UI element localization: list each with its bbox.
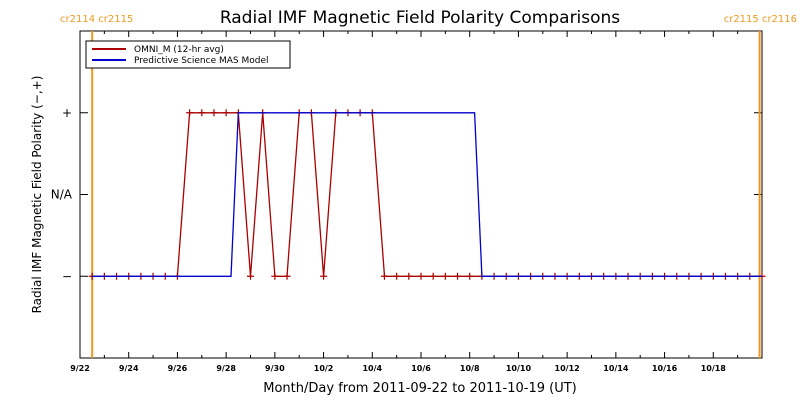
data-point	[320, 272, 328, 280]
series-omni	[88, 109, 766, 280]
data-point	[283, 272, 291, 280]
chart-title: Radial IMF Magnetic Field Polarity Compa…	[220, 8, 620, 28]
x-tick-label: 9/28	[216, 364, 236, 373]
legend-box	[85, 40, 291, 69]
data-point	[380, 272, 388, 280]
carrington-markers: cr2114 cr2115 cr2115 cr2116	[60, 14, 797, 358]
x-tick-label: 10/2	[314, 364, 334, 373]
y-axis-label: Radial IMF Magnetic Field Polarity (−,+)	[30, 76, 44, 314]
x-tick-label: 10/8	[460, 364, 480, 373]
x-tick-label: 10/4	[362, 364, 382, 373]
data-point	[441, 272, 449, 280]
data-point	[429, 272, 437, 280]
carrington-label: cr2115 cr2116	[724, 14, 797, 25]
legend: OMNI_M (12-hr avg)Predictive Science MAS…	[85, 40, 291, 69]
x-tick-label: 10/6	[411, 364, 431, 373]
data-point	[405, 272, 413, 280]
x-tick-label: 9/22	[70, 364, 90, 373]
legend-label: OMNI_M (12-hr avg)	[134, 45, 224, 55]
y-tick-label: +	[62, 106, 72, 120]
x-tick-label: 10/12	[555, 364, 580, 373]
x-tick-label: 9/26	[168, 364, 188, 373]
x-tick-label: 9/30	[265, 364, 285, 373]
data-point	[210, 109, 218, 117]
x-tick-label: 10/18	[701, 364, 727, 373]
y-tick-label: −	[62, 269, 72, 283]
data-point	[417, 272, 425, 280]
series-mas-model	[92, 112, 762, 277]
legend-label: Predictive Science MAS Model	[134, 56, 269, 66]
x-tick-label: 9/24	[119, 364, 139, 373]
carrington-label: cr2114 cr2115	[60, 14, 133, 25]
data-point	[198, 109, 206, 117]
data-point	[271, 272, 279, 280]
series-line	[92, 112, 762, 277]
series-layer	[88, 109, 766, 280]
y-tick-label: N/A	[51, 188, 73, 202]
data-point	[466, 272, 474, 280]
data-point	[454, 272, 462, 280]
y-axis-ticks: + N/A −	[51, 106, 762, 283]
x-axis-ticks: 9/22 9/24 9/26 9/28 9/30 10/2 10/4 10/6 10/8 10/1…	[70, 31, 763, 373]
data-point	[186, 109, 194, 117]
series-line	[92, 112, 762, 277]
data-point	[247, 272, 254, 280]
x-tick-label: 10/16	[652, 364, 678, 373]
data-point	[393, 272, 401, 280]
plot-frame	[79, 30, 763, 359]
x-tick-label: 10/10	[506, 364, 532, 373]
data-point	[222, 109, 230, 117]
x-axis-label: Month/Day from 2011-09-22 to 2011-10-19 …	[263, 381, 576, 396]
x-tick-label: 10/14	[603, 364, 629, 373]
